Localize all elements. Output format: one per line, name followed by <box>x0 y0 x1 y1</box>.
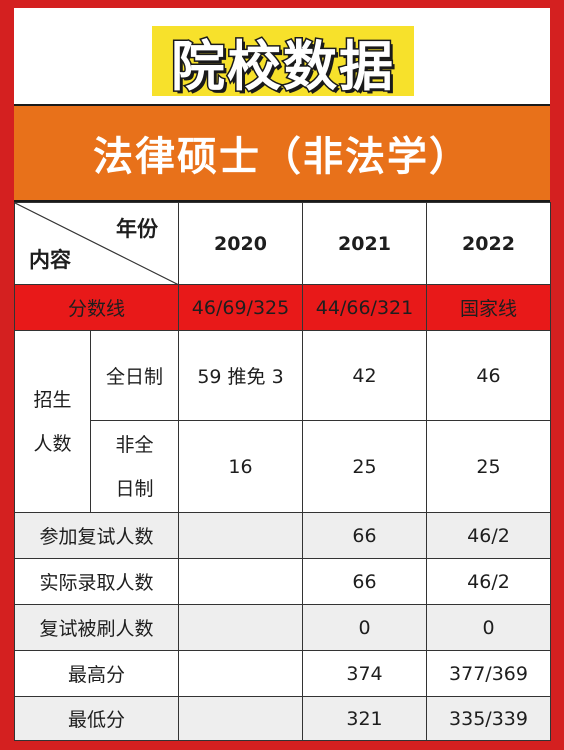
score-line-2020: 46/69/325 <box>178 284 303 331</box>
page-title: 院校数据 <box>170 33 395 99</box>
header-area: 院校数据 <box>14 8 550 104</box>
table-header-row: 年份 内容 2020 2021 2022 <box>14 202 551 285</box>
eliminated-2020 <box>178 604 303 651</box>
row-label-lowest-score: 最低分 <box>14 696 179 741</box>
fulltime-2022: 46 <box>426 330 551 421</box>
enrollment-group-label: 招生 人数 <box>14 330 91 513</box>
table-row: 最高分 374 377/369 <box>14 650 551 697</box>
year-header-2022: 2022 <box>426 202 551 285</box>
enrollment-label-line1: 招生 <box>33 388 72 411</box>
row-label-highest-score: 最高分 <box>14 650 179 697</box>
admitted-2021: 66 <box>302 558 427 605</box>
eliminated-2021: 0 <box>302 604 427 651</box>
year-header-2021: 2021 <box>302 202 427 285</box>
parttime-label-line1: 非全 <box>115 433 154 456</box>
parttime-label: 非全 日制 <box>90 420 179 513</box>
row-label-admitted: 实际录取人数 <box>14 558 179 605</box>
table-row: 复试被刷人数 0 0 <box>14 604 551 651</box>
eliminated-2022: 0 <box>426 604 551 651</box>
diagonal-divider <box>15 203 178 284</box>
fulltime-row: 招生 人数 全日制 59 推免 3 42 46 <box>14 330 551 513</box>
retest-participants-2022: 46/2 <box>426 512 551 559</box>
retest-participants-2020 <box>178 512 303 559</box>
program-banner: 法律硕士（非法学） <box>14 104 550 202</box>
title-chip: 院校数据 <box>152 26 414 99</box>
score-line-2021: 44/66/321 <box>302 284 427 331</box>
admission-data-table: 年份 内容 2020 2021 2022 分数线 46/69/325 44/66… <box>14 202 551 741</box>
corner-content-label: 内容 <box>29 248 71 272</box>
fulltime-label: 全日制 <box>90 330 179 421</box>
program-title: 法律硕士（非法学） <box>93 134 471 180</box>
content-frame: 院校数据 法律硕士（非法学） 年份 内容 2020 2021 2022 <box>14 8 551 741</box>
highest-score-2021: 374 <box>302 650 427 697</box>
score-line-2022: 国家线 <box>426 284 551 331</box>
parttime-2021: 25 <box>302 420 427 513</box>
retest-participants-2021: 66 <box>302 512 427 559</box>
parttime-2022: 25 <box>426 420 551 513</box>
admitted-2022: 46/2 <box>426 558 551 605</box>
highest-score-2020 <box>178 650 303 697</box>
lowest-score-2022: 335/339 <box>426 696 551 741</box>
table-row: 参加复试人数 66 46/2 <box>14 512 551 559</box>
admitted-2020 <box>178 558 303 605</box>
corner-header-cell: 年份 内容 <box>14 202 179 285</box>
fulltime-2020: 59 推免 3 <box>178 330 303 421</box>
table-row: 最低分 321 335/339 <box>14 696 551 741</box>
row-label-retest-participants: 参加复试人数 <box>14 512 179 559</box>
parttime-label-line2: 日制 <box>115 477 154 500</box>
fulltime-2021: 42 <box>302 330 427 421</box>
score-line-row: 分数线 46/69/325 44/66/321 国家线 <box>14 284 551 331</box>
score-line-label: 分数线 <box>14 284 179 331</box>
parttime-row: 非全 日制 16 25 25 <box>15 420 551 513</box>
enrollment-label-line2: 人数 <box>33 432 72 455</box>
parttime-2020: 16 <box>178 420 303 513</box>
lowest-score-2021: 321 <box>302 696 427 741</box>
row-label-eliminated: 复试被刷人数 <box>14 604 179 651</box>
year-header-2020: 2020 <box>178 202 303 285</box>
lowest-score-2020 <box>178 696 303 741</box>
highest-score-2022: 377/369 <box>426 650 551 697</box>
corner-year-label: 年份 <box>116 217 158 241</box>
table-row: 实际录取人数 66 46/2 <box>14 558 551 605</box>
